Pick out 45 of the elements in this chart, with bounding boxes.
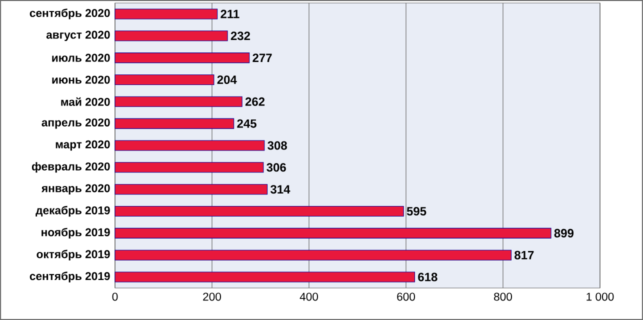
data-label: 618	[418, 272, 438, 282]
data-label: 211	[220, 10, 240, 18]
y-tick-label: сентябрь 2020	[30, 8, 110, 20]
x-tick-label: 800	[494, 292, 512, 301]
x-tick-label: 400	[300, 292, 318, 301]
bar	[114, 250, 512, 260]
bar	[114, 272, 415, 282]
data-label: 232	[230, 32, 250, 40]
x-tick-label: 0	[112, 292, 118, 301]
y-tick-label: март 2020	[56, 140, 110, 151]
y-tick-label: август 2020	[46, 30, 110, 41]
data-label: 204	[217, 75, 237, 84]
bar	[114, 8, 218, 20]
bar	[114, 118, 234, 129]
bar	[114, 30, 228, 42]
data-label: 306	[266, 163, 286, 172]
bar	[114, 184, 268, 195]
y-tick-label: февраль 2020	[32, 162, 110, 173]
y-tick-label: май 2020	[61, 97, 110, 106]
y-tick-label: сентябрь 2019	[30, 272, 110, 282]
y-tick-label: июль 2020	[52, 54, 110, 62]
data-label: 245	[237, 119, 256, 128]
y-tick-label: декабрь 2019	[36, 206, 110, 217]
data-label: 314	[270, 185, 290, 194]
x-tick-label: 600	[397, 292, 416, 301]
y-tick-label: ноябрь 2019	[42, 228, 110, 239]
data-label: 817	[514, 250, 534, 260]
y-tick-label: октябрь 2019	[36, 250, 110, 260]
y-tick-label: апрель 2020	[42, 118, 110, 129]
bar	[114, 228, 552, 238]
bar	[114, 206, 404, 217]
data-label: 308	[268, 141, 287, 150]
data-label: 899	[554, 228, 574, 238]
bar	[114, 96, 242, 107]
y-tick-label: январь 2020	[41, 184, 110, 194]
data-label: 262	[245, 97, 265, 106]
data-label: 277	[252, 54, 272, 62]
y-tick-label: июнь 2020	[52, 76, 110, 84]
bar	[114, 140, 265, 151]
bar	[114, 74, 214, 85]
x-tick-label: 1 000	[586, 292, 614, 301]
bar	[114, 52, 250, 64]
x-tick-label: 200	[203, 292, 222, 301]
bar	[114, 162, 264, 173]
data-label: 595	[406, 207, 426, 216]
